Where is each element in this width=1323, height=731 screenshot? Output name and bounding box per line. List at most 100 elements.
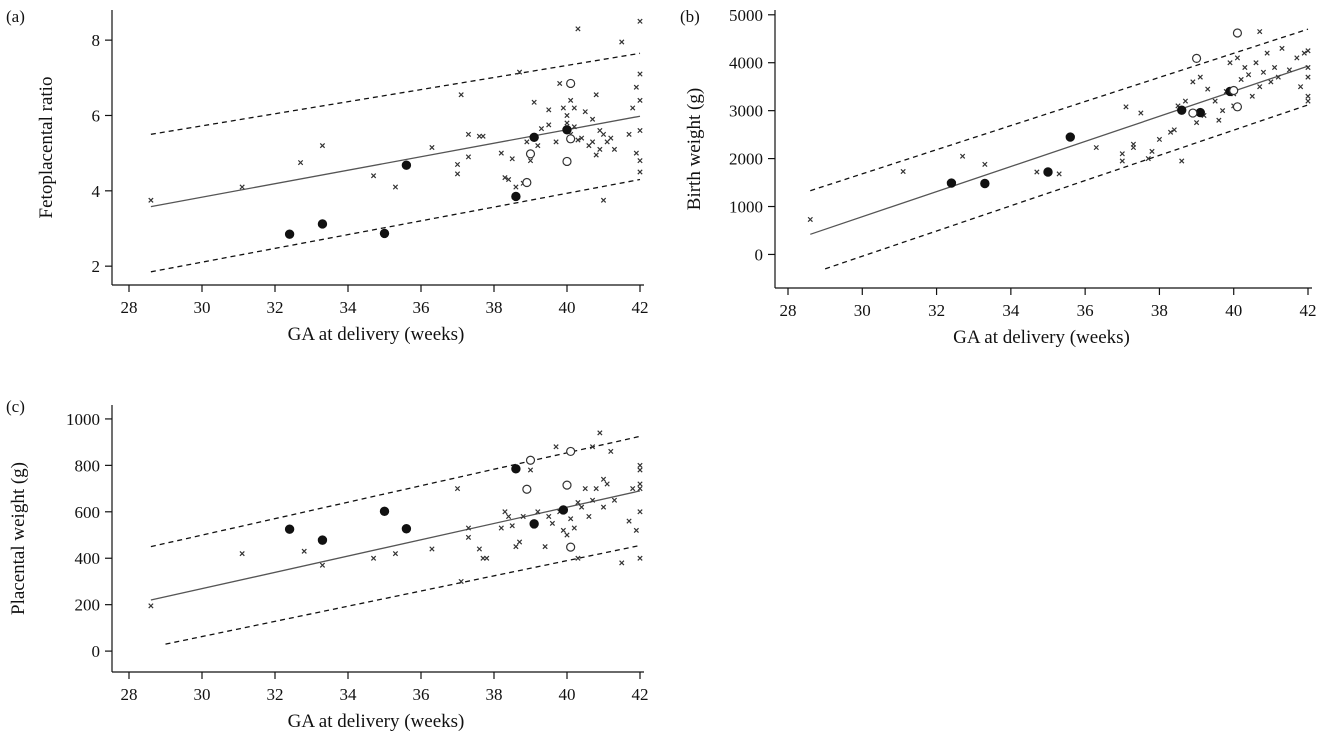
data-point-filled <box>980 178 990 189</box>
data-point-cross <box>982 161 988 167</box>
data-point-cross <box>505 513 512 520</box>
x-tick-label: 36 <box>413 298 430 317</box>
data-point-cross <box>1182 98 1189 104</box>
data-point-cross <box>516 539 523 545</box>
data-point-cross <box>597 430 603 436</box>
data-point-filled <box>1043 167 1053 177</box>
data-point-cross <box>1271 64 1278 71</box>
data-point-cross <box>1193 120 1200 126</box>
data-point-filled <box>558 505 569 515</box>
data-point-cross <box>1297 84 1304 90</box>
y-tick-label: 8 <box>92 31 101 50</box>
data-point-cross <box>1305 48 1311 54</box>
data-point-filled <box>529 519 539 529</box>
data-point-open <box>566 446 576 457</box>
x-tick-label: 36 <box>1077 301 1094 320</box>
data-point-cross <box>454 161 461 168</box>
data-point-cross <box>1167 129 1174 135</box>
data-point-cross <box>571 105 577 111</box>
data-point-cross <box>1268 79 1274 85</box>
data-point-cross <box>626 518 632 524</box>
data-point-filled <box>379 228 390 239</box>
data-point-cross <box>611 497 618 503</box>
lower-limit-line <box>150 178 641 273</box>
data-point-cross <box>1227 60 1233 66</box>
data-point-cross <box>589 139 596 145</box>
data-point-cross <box>1034 169 1040 175</box>
data-point-cross <box>502 509 508 515</box>
data-point-cross <box>637 467 643 473</box>
data-point-cross <box>458 92 464 98</box>
data-point-cross <box>458 578 464 585</box>
regression-line <box>150 490 641 601</box>
data-point-cross <box>633 527 639 533</box>
x-tick-label: 38 <box>486 685 503 704</box>
data-point-cross <box>637 158 643 164</box>
data-point-cross <box>1205 86 1211 92</box>
data-point-cross <box>575 137 581 143</box>
data-point-cross <box>239 184 245 190</box>
data-point-cross <box>1260 69 1267 75</box>
data-point-filled <box>529 132 539 143</box>
data-point-cross <box>1171 127 1177 133</box>
data-point-cross <box>509 156 515 162</box>
data-point-cross <box>959 153 966 159</box>
data-point-cross <box>597 146 603 153</box>
data-point-open <box>1232 102 1243 112</box>
data-point-cross <box>527 158 534 164</box>
panel-label: (b) <box>680 7 700 26</box>
data-point-cross <box>630 105 636 111</box>
data-point-cross <box>546 513 552 520</box>
data-point-cross <box>1305 93 1311 99</box>
x-tick-label: 30 <box>194 298 211 317</box>
y-tick-label: 600 <box>75 503 101 522</box>
panel-label: (c) <box>6 397 25 416</box>
data-point-open <box>522 484 532 494</box>
data-point-filled <box>1065 132 1075 142</box>
data-point-cross <box>465 154 472 160</box>
data-point-cross <box>608 135 614 141</box>
upper-limit-line <box>150 52 641 135</box>
data-point-cross <box>557 80 563 87</box>
data-point-cross <box>578 135 585 141</box>
y-tick-label: 0 <box>755 245 764 264</box>
data-point-cross <box>637 18 643 24</box>
data-point-open <box>1232 28 1243 38</box>
data-point-cross <box>1138 110 1144 116</box>
x-tick-label: 28 <box>121 298 138 317</box>
data-point-cross <box>1286 67 1293 73</box>
data-point-open <box>1191 53 1202 64</box>
data-point-cross <box>1238 76 1244 83</box>
data-point-cross <box>1190 79 1196 85</box>
x-tick-label: 34 <box>1002 301 1020 320</box>
data-point-cross <box>637 555 643 561</box>
data-point-cross <box>582 485 588 492</box>
data-point-cross <box>900 168 906 175</box>
data-point-cross <box>1279 45 1285 51</box>
data-point-cross <box>630 485 636 492</box>
x-tick-label: 30 <box>854 301 871 320</box>
data-point-cross <box>148 603 154 609</box>
data-point-cross <box>637 485 643 492</box>
data-point-cross <box>586 142 592 149</box>
data-point-cross <box>465 534 472 540</box>
data-point-filled <box>284 524 295 534</box>
data-point-cross <box>1156 136 1163 143</box>
data-point-cross <box>239 550 245 557</box>
x-axis-title: GA at delivery (weeks) <box>953 327 1130 348</box>
data-point-open <box>562 480 572 490</box>
data-point-cross <box>571 124 577 130</box>
data-point-cross <box>527 467 534 473</box>
lower-limit-line <box>824 104 1309 270</box>
x-tick-label: 42 <box>632 298 649 317</box>
data-point-cross <box>1130 141 1137 147</box>
data-point-cross <box>568 516 574 522</box>
data-point-filled <box>511 464 521 474</box>
data-point-cross <box>502 175 508 181</box>
data-point-cross <box>600 131 607 137</box>
data-point-cross <box>513 544 519 550</box>
data-point-cross <box>531 99 537 105</box>
data-point-cross <box>564 120 570 126</box>
data-point-cross <box>1294 55 1300 61</box>
data-point-cross <box>1257 84 1263 90</box>
